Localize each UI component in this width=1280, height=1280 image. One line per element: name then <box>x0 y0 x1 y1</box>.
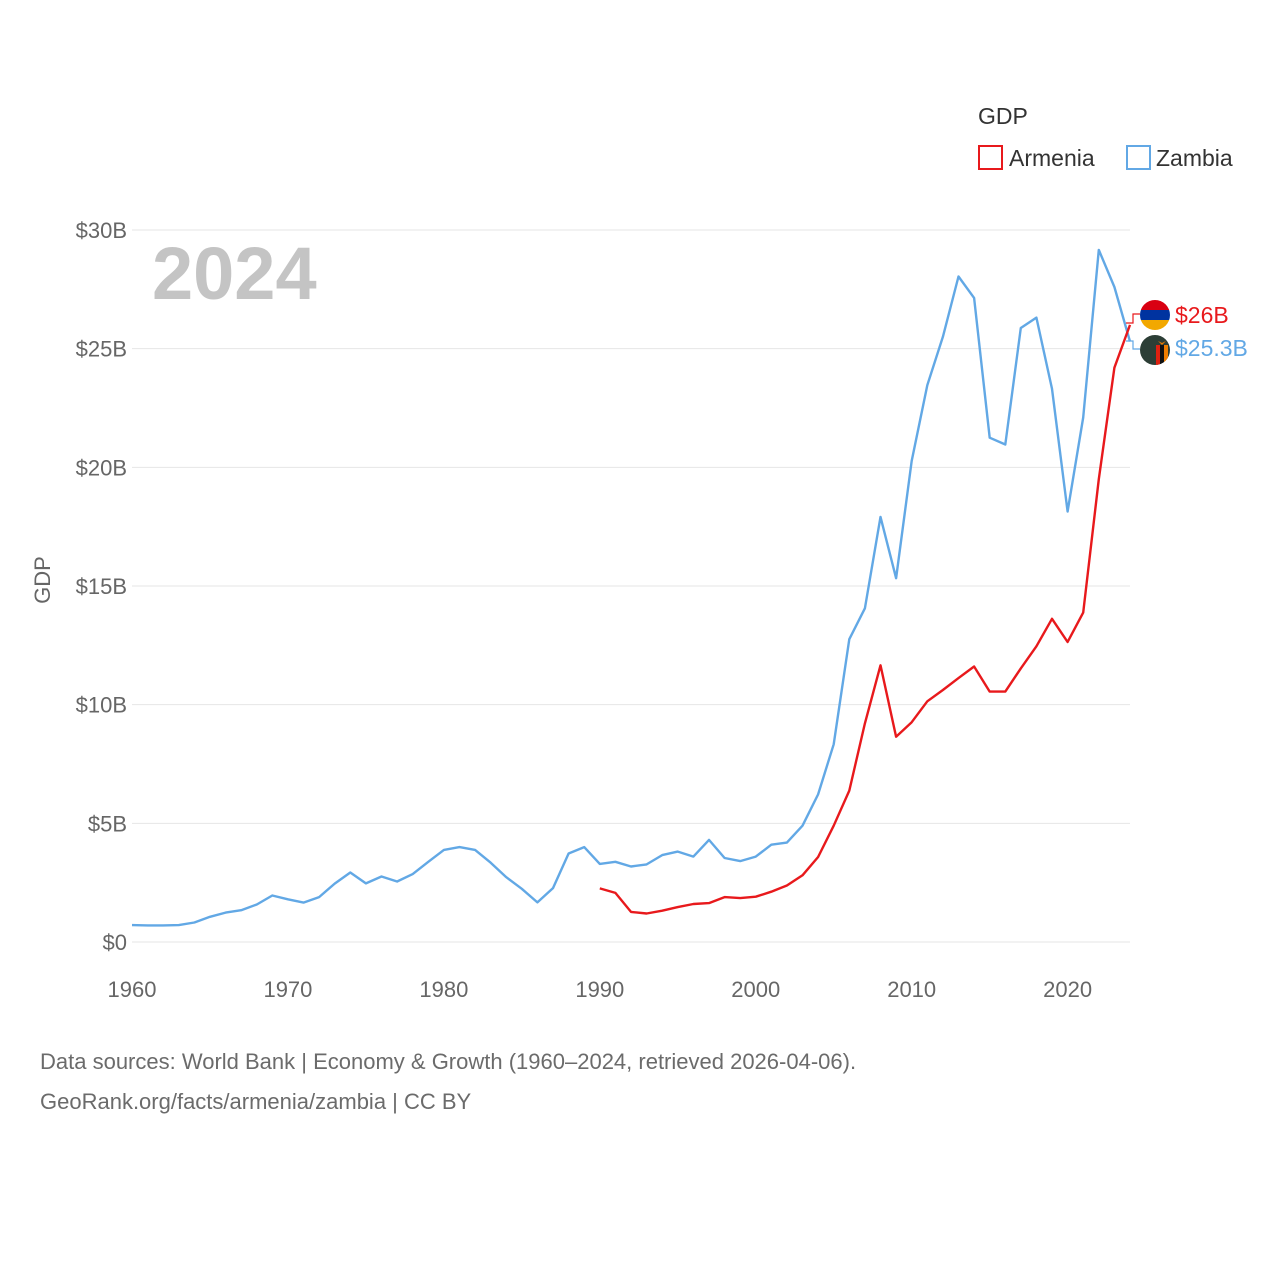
zambia-end-value: $25.3B <box>1175 335 1248 361</box>
y-tick-label: $15B <box>76 574 127 599</box>
source-line-2[interactable]: GeoRank.org/facts/armenia/zambia | CC BY <box>40 1089 472 1114</box>
x-tick-label: 1960 <box>108 977 157 1002</box>
y-axis-title: GDP <box>30 556 55 604</box>
gdp-line-chart: $0$5B$10B$15B$20B$25B$30B 1960 1970 1980 19… <box>30 103 1248 1002</box>
grid-lines <box>132 229 1130 943</box>
x-tick-label: 1970 <box>263 977 312 1002</box>
legend-label-zambia[interactable]: Zambia <box>1156 145 1233 171</box>
series-line-zambia[interactable] <box>131 248 1132 927</box>
x-axis: 1960 1970 1980 1990 2000 2010 2020 <box>108 977 1093 1002</box>
x-tick-label: 1990 <box>575 977 624 1002</box>
zambia-end-connector <box>1126 340 1140 350</box>
armenia-end-connector <box>1126 313 1140 324</box>
x-tick-label: 2020 <box>1043 977 1092 1002</box>
series-layer <box>131 248 1132 927</box>
y-axis: $0 $5B $10B $15B $20B $25B $30B <box>76 218 127 955</box>
series-line-armenia[interactable] <box>599 324 1132 915</box>
legend: GDP Armenia Zambia <box>978 103 1233 171</box>
x-tick-label: 2010 <box>887 977 936 1002</box>
y-tick-label: $0 <box>103 930 127 955</box>
x-tick-label: 2000 <box>731 977 780 1002</box>
legend-title: GDP <box>978 103 1028 129</box>
y-tick-label: $20B <box>76 455 127 480</box>
current-year-label: 2024 <box>152 232 317 315</box>
x-tick-label: 1980 <box>419 977 468 1002</box>
y-tick-label: $5B <box>88 811 127 836</box>
zambia-flag-icon <box>1140 335 1170 365</box>
source-line-1: Data sources: World Bank | Economy & Gro… <box>40 1049 857 1074</box>
data-source-note: Data sources: World Bank | Economy & Gro… <box>40 1042 856 1122</box>
armenia-end-value: $26B <box>1175 302 1229 328</box>
legend-swatch-armenia[interactable] <box>978 145 1003 170</box>
legend-swatch-zambia[interactable] <box>1126 145 1151 170</box>
armenia-flag-icon <box>1140 300 1170 330</box>
y-tick-label: $30B <box>76 218 127 243</box>
y-tick-label: $25B <box>76 337 127 362</box>
legend-label-armenia[interactable]: Armenia <box>1009 145 1095 171</box>
y-tick-label: $10B <box>76 693 127 718</box>
